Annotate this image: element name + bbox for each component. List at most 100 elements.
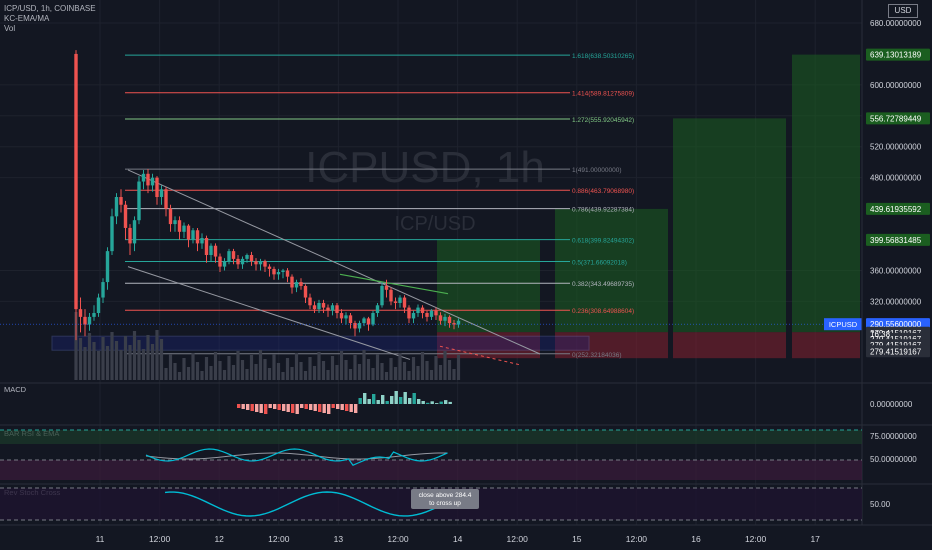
candle-body <box>366 318 371 325</box>
macd-histogram-bar <box>439 401 443 404</box>
candle-body <box>123 204 128 228</box>
volume-bar <box>303 371 308 380</box>
currency-button[interactable]: USD <box>888 4 918 18</box>
macd-histogram-bar <box>394 391 398 404</box>
volume-bar <box>447 360 452 380</box>
macd-histogram-bar <box>291 404 295 413</box>
volume-bar <box>132 331 137 380</box>
volume-bar <box>357 364 362 380</box>
candle-body <box>438 315 443 321</box>
volume-bar <box>290 367 294 380</box>
volume-bar <box>312 366 317 380</box>
candle-body <box>186 225 191 240</box>
candle-body <box>281 270 285 273</box>
candle-body <box>384 285 389 290</box>
volume-bar <box>240 360 245 380</box>
time-axis-tick: 12:00 <box>149 534 171 544</box>
macd-histogram-bar <box>444 400 448 404</box>
candle-body <box>344 315 348 319</box>
price-tag-bg <box>866 202 930 215</box>
candle-body <box>411 313 416 319</box>
candle-body <box>380 285 384 306</box>
time-axis-tick: 13 <box>334 534 344 544</box>
indicator-kc-ema-label[interactable]: KC-EMA/MA <box>4 14 50 23</box>
price-tag-bg <box>866 233 930 246</box>
volume-bar <box>344 360 348 380</box>
candle-body <box>240 258 245 265</box>
macd-histogram-bar <box>340 404 344 410</box>
macd-histogram-bar <box>363 393 367 404</box>
price-tag-label: 556.72789449 <box>870 114 922 123</box>
candle-body <box>168 208 173 225</box>
volume-bar <box>78 338 83 380</box>
volume-bar <box>335 365 339 380</box>
macd-histogram-bar <box>381 395 385 404</box>
price-tag-bg <box>866 48 930 61</box>
time-axis-tick: 12:00 <box>268 534 290 544</box>
candle-body <box>110 216 114 252</box>
candle-body <box>267 266 272 269</box>
volume-bar <box>294 353 299 380</box>
candle-body <box>353 323 357 329</box>
volume-bar <box>155 330 159 380</box>
fib-level-label: 1.272(555.92045942) <box>572 117 634 124</box>
macd-histogram-bar <box>295 404 299 414</box>
price-axis-tick: 520.00000000 <box>870 143 922 152</box>
volume-bar <box>285 358 290 380</box>
volume-bar <box>204 357 209 380</box>
macd-histogram-bar <box>259 404 263 413</box>
candle-body <box>119 197 123 205</box>
fib-level-label: 1.618(638.50310265) <box>572 53 634 60</box>
volume-bar <box>141 349 146 380</box>
fib-level-label: 0(252.32184036) <box>572 352 622 359</box>
stoch-annotation-bg <box>411 489 479 509</box>
volume-bar <box>267 368 272 380</box>
rsi-lower-band <box>0 460 862 480</box>
volume-bar <box>195 362 200 380</box>
volume-bar <box>227 356 231 380</box>
candle-body <box>92 313 96 317</box>
macd-histogram-bar <box>367 399 371 404</box>
volume-bar <box>74 312 78 380</box>
time-axis-tick: 12:00 <box>745 534 767 544</box>
volume-bar <box>263 359 267 380</box>
indicator-vol-label[interactable]: Vol <box>4 24 16 33</box>
symbol-tag: ICPUSD <box>829 320 858 329</box>
macd-histogram-bar <box>241 404 245 409</box>
volume-bar <box>231 365 236 380</box>
time-axis-tick: 12:00 <box>387 534 409 544</box>
candle-body <box>254 261 258 265</box>
macd-histogram-bar <box>264 404 268 414</box>
time-axis-tick: 14 <box>453 534 463 544</box>
volume-bar <box>92 342 96 380</box>
volume-bar <box>330 356 335 380</box>
target-zone <box>792 54 860 333</box>
candle-body <box>177 220 182 232</box>
time-axis-tick: 12 <box>214 534 224 544</box>
volume-bar <box>353 355 357 380</box>
macd-histogram-bar <box>448 401 452 404</box>
volume-bar <box>362 350 366 380</box>
volume-bar <box>245 369 249 380</box>
volume-bar <box>317 352 321 380</box>
price-tag-label: 279.41519167 <box>870 347 922 356</box>
candle-body <box>114 197 119 217</box>
channel-bottom-line <box>127 266 411 360</box>
candle-body <box>299 282 303 286</box>
macd-histogram-bar <box>277 404 281 410</box>
candle-body <box>96 297 101 314</box>
stoch-line <box>164 491 445 517</box>
candle-body <box>420 307 425 314</box>
volume-bar <box>146 335 150 380</box>
candle-body <box>348 315 353 324</box>
macd-histogram-bar <box>268 404 272 408</box>
watermark-main: ICPUSD, 1h <box>305 143 545 192</box>
rsi-line <box>145 448 448 466</box>
candle-body <box>389 289 393 302</box>
candle-body <box>191 230 195 240</box>
macd-histogram-bar <box>273 404 277 409</box>
candle-body <box>452 323 456 325</box>
volume-bar <box>186 367 191 380</box>
